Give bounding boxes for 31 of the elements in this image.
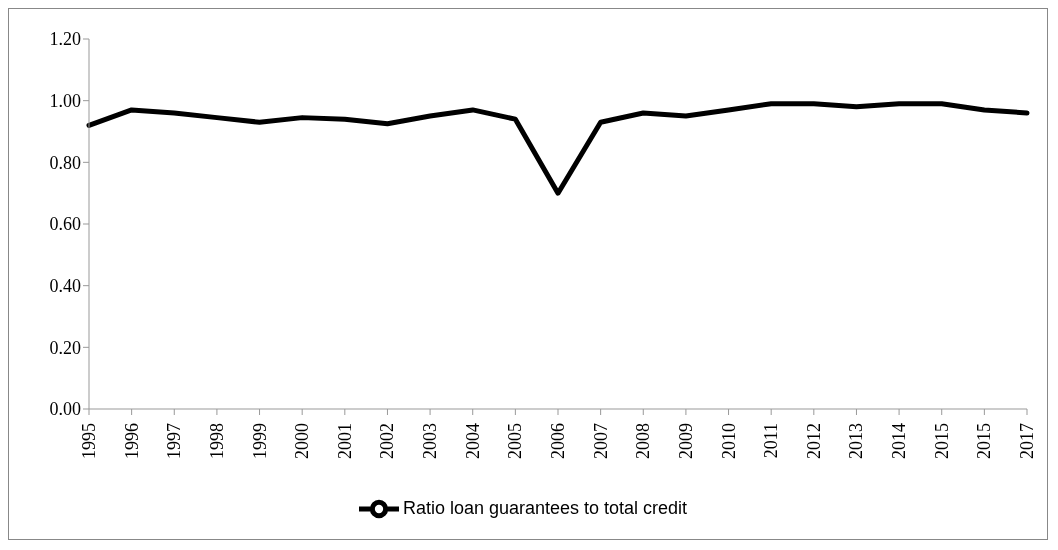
y-tick-label: 1.00 — [49, 91, 81, 112]
y-tick-label: 0.60 — [49, 214, 81, 235]
x-tick-label: 2006 — [548, 423, 568, 459]
x-tick-label: 2012 — [803, 423, 824, 459]
x-tick-label: 2010 — [718, 423, 739, 459]
x-tick-label: 2009 — [675, 423, 696, 459]
x-tick-label: 2014 — [889, 423, 910, 459]
x-tick-label: 1998 — [206, 423, 227, 459]
x-tick-label: 2005 — [505, 423, 526, 459]
x-tick-label: 2003 — [420, 423, 441, 459]
x-tick-label: 2017 — [1017, 423, 1037, 459]
y-tick-label: 0.20 — [49, 337, 81, 358]
x-tick-label: 2004 — [462, 423, 483, 459]
x-tick-label: 2015 — [931, 423, 952, 459]
x-tick-label: 1995 — [79, 423, 99, 459]
x-tick-label: 2001 — [334, 423, 355, 459]
x-tick-label: 2007 — [590, 423, 611, 459]
x-tick-label: 2011 — [761, 423, 782, 459]
legend-label: Ratio loan guarantees to total credit — [402, 497, 688, 518]
y-tick-label: 1.20 — [49, 29, 81, 50]
x-tick-label: 2008 — [633, 423, 654, 459]
x-tick-label: 1997 — [164, 423, 185, 459]
y-tick-label: 0.40 — [49, 276, 81, 297]
y-tick-label: 0.00 — [49, 399, 81, 420]
x-tick-label: 2013 — [846, 423, 867, 459]
x-tick-label: 1996 — [121, 423, 142, 459]
x-tick-label: 2002 — [377, 423, 398, 459]
x-tick-label: 2015 — [974, 423, 995, 459]
y-tick-label: 0.80 — [49, 152, 81, 173]
x-tick-label: 2000 — [292, 423, 313, 459]
x-tick-label: 1999 — [249, 423, 270, 459]
